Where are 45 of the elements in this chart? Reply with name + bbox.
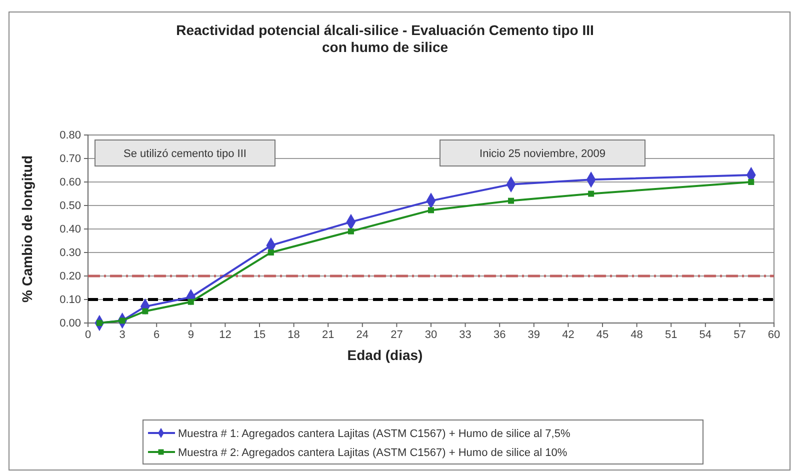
y-tick-label: 0.70: [60, 153, 81, 166]
x-tick-label: 30: [424, 328, 438, 341]
point: [428, 207, 434, 214]
y-tick-label: 0.50: [60, 200, 81, 212]
x-tick-label: 12: [219, 328, 232, 341]
point: [142, 308, 148, 314]
x-tick-label: 0: [84, 328, 92, 341]
x-tick-label: 24: [356, 328, 369, 341]
x-tick-label: 42: [562, 328, 574, 341]
y-tick-label: 0.80: [60, 130, 81, 142]
y-axis-title: % Cambio de longitud: [19, 156, 35, 302]
legend-label: Muestra # 2: Agregados cantera Lajitas (ASTM C1567) + Humo de silice al 10%: [178, 447, 568, 459]
x-tick-label: 39: [528, 328, 540, 341]
x-axis-title: Edad (dias): [347, 347, 423, 363]
point: [508, 198, 514, 204]
point: [348, 228, 354, 234]
legend-label: Muestra # 1: Agregados cantera Lajitas (ASTM C1567) + Humo de silice al 7,5%: [178, 428, 570, 440]
point: [588, 190, 594, 197]
y-tick-label: 0.30: [60, 247, 81, 260]
point: [268, 250, 274, 256]
x-tick-label: 27: [390, 328, 403, 341]
x-tick-label: 51: [664, 328, 678, 341]
x-tick-label: 48: [630, 328, 643, 341]
chart-title: Reactividad potencial álcali-silice - Evaluación Cemento tipo III con humo de silice: [176, 22, 594, 55]
y-tick-label: 0.40: [60, 224, 81, 236]
x-tick-label: 36: [493, 328, 506, 341]
x-tick-label: 45: [596, 328, 609, 341]
x-tick-label: 3: [119, 328, 126, 341]
point: [748, 179, 754, 185]
x-tick-label: 33: [459, 328, 472, 341]
x-tick-label: 18: [288, 328, 300, 341]
x-tick-label: 54: [699, 328, 712, 341]
point: [188, 298, 194, 305]
y-tick-label: 0.00: [60, 318, 81, 330]
x-tick-label: 6: [154, 328, 160, 341]
y-tick-label: 0.20: [60, 270, 81, 283]
x-tick-label: 9: [188, 328, 194, 341]
y-tick-label: 0.10: [60, 294, 81, 306]
annotation: Inicio 25 noviembre, 2009: [480, 148, 606, 160]
x-tick-label: 21: [322, 328, 334, 341]
x-tick-label: 60: [768, 328, 780, 341]
x-tick-label: 57: [734, 328, 746, 341]
x-tick-label: 15: [253, 328, 266, 341]
y-tick-label: 0.60: [60, 176, 81, 189]
annotation: Se utilizó cemento tipo III: [124, 148, 246, 160]
